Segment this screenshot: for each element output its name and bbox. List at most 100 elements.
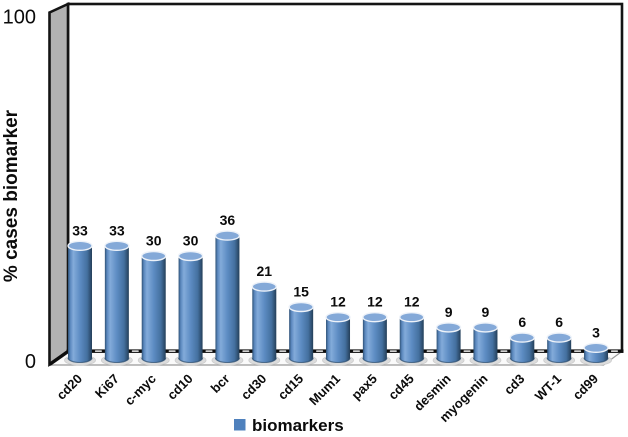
bar-value-label: 6 [518, 314, 526, 330]
bar-value-label: 3 [592, 324, 600, 340]
x-axis-ticks [94, 350, 618, 352]
bar-bottom-rim [104, 357, 130, 364]
bar-cylinder-body [510, 337, 535, 363]
axis-tick-dash [168, 350, 176, 352]
bar-top-cap [214, 230, 241, 241]
axis-tick-dash [131, 350, 139, 352]
bar-Ki67: 33 [100, 222, 133, 366]
y-axis-title: % cases biomarker [1, 109, 22, 282]
bar-top-cap [472, 322, 499, 333]
axis-tick-dash [352, 350, 360, 352]
bar-cylinder-body [473, 327, 498, 363]
bar-top-cap [583, 342, 609, 353]
y-axis-max-label: 100 [3, 7, 36, 29]
bar-top-cap [509, 332, 536, 343]
bar-bottom-rim [325, 357, 351, 364]
axis-tick-dash [389, 350, 397, 352]
bar-cd99: 3 [580, 324, 612, 366]
bar-cd3: 6 [506, 314, 539, 366]
bar-top-cap [325, 312, 351, 323]
legend: biomarkers [234, 416, 344, 435]
axis-tick-dash [316, 350, 324, 352]
bar-top-cap [362, 312, 388, 323]
bar-bcr: 36 [211, 212, 244, 366]
bar-bottom-rim [288, 357, 314, 364]
bar-value-label: 33 [109, 222, 125, 238]
bar-cd15: 15 [285, 284, 318, 366]
axis-tick-dash [500, 350, 508, 352]
bar-bottom-rim [67, 357, 93, 364]
axis-tick-dash [426, 350, 434, 352]
bar-value-label: 12 [404, 294, 420, 310]
y-axis-min-label: 0 [25, 351, 36, 373]
bar-value-label: 15 [293, 284, 309, 300]
bar-value-label: 12 [367, 294, 383, 310]
bar-value-label: 30 [183, 233, 199, 249]
x-category-label: bcr [208, 371, 233, 396]
x-category-label: cd15 [275, 371, 307, 403]
bar-bottom-rim [472, 357, 499, 364]
axis-tick-dash [279, 350, 287, 352]
axis-tick-dash [94, 350, 102, 352]
x-category-label: Ki67 [92, 371, 122, 401]
axis-tick-dash [205, 350, 213, 352]
x-category-label: pax5 [348, 371, 380, 403]
bar-bottom-rim [362, 357, 388, 364]
bar-cd20: 33 [64, 222, 96, 366]
axis-tick-dash [242, 350, 250, 352]
bar-pax5: 12 [358, 294, 391, 366]
bar-top-cap [288, 301, 314, 313]
bar-top-cap [141, 250, 167, 262]
bar-desmin: 9 [432, 304, 465, 366]
legend-label: biomarkers [252, 416, 344, 435]
bar-value-label: 33 [72, 222, 88, 238]
bar-bottom-rim [399, 357, 425, 364]
left-wall [48, 1, 70, 368]
x-category-label: Mum1 [306, 371, 343, 408]
bar-top-cap [435, 322, 462, 333]
bar-bottom-rim [141, 357, 167, 364]
bar-cylinder-body [547, 337, 572, 363]
bar-cylinder-body [289, 307, 314, 363]
bar-bottom-rim [509, 357, 535, 364]
x-category-label: WT-1 [532, 371, 565, 404]
x-category-label: cd45 [385, 371, 417, 403]
axis-tick-dash [463, 350, 471, 352]
axis-tick-dash [537, 350, 545, 352]
bar-cd30: 21 [248, 263, 281, 366]
bar-cylinder-body [215, 235, 240, 363]
bar-bottom-rim [546, 357, 572, 364]
bar-cylinder-body [362, 317, 387, 363]
bar-bottom-rim [436, 357, 462, 364]
bar-bottom-rim [251, 357, 277, 364]
bar-cylinder-body [68, 245, 92, 363]
bar-myogenin: 9 [469, 304, 502, 366]
bar-cylinder-body [399, 317, 424, 363]
bar-top-cap [546, 332, 572, 343]
bar-value-label: 9 [445, 304, 453, 320]
bar-cylinder-body [178, 256, 203, 363]
x-category-label: cd10 [164, 371, 196, 403]
x-category-label: c-myc [122, 371, 159, 408]
x-axis-front-edge [48, 350, 69, 366]
axis-tick-dash [574, 350, 582, 352]
axis-tick-dash [610, 350, 618, 352]
bar-cylinder-body [252, 286, 277, 363]
x-category-label: cd30 [238, 371, 270, 403]
bar-cylinder-body [104, 245, 129, 363]
bar-WT-1: 6 [543, 314, 576, 366]
bar-cd10: 30 [174, 233, 207, 366]
bar-cylinder-body [436, 327, 461, 363]
bar-value-label: 6 [555, 314, 563, 330]
bar-top-cap [251, 281, 277, 292]
bar-cylinder-body [141, 256, 166, 363]
bar-value-label: 21 [257, 263, 273, 279]
bar-top-cap [67, 240, 93, 252]
bar-c-myc: 30 [137, 233, 170, 366]
legend-swatch [234, 419, 246, 431]
bar-top-cap [399, 312, 425, 323]
bar-value-label: 30 [146, 233, 162, 249]
bar-bottom-rim [178, 357, 204, 364]
